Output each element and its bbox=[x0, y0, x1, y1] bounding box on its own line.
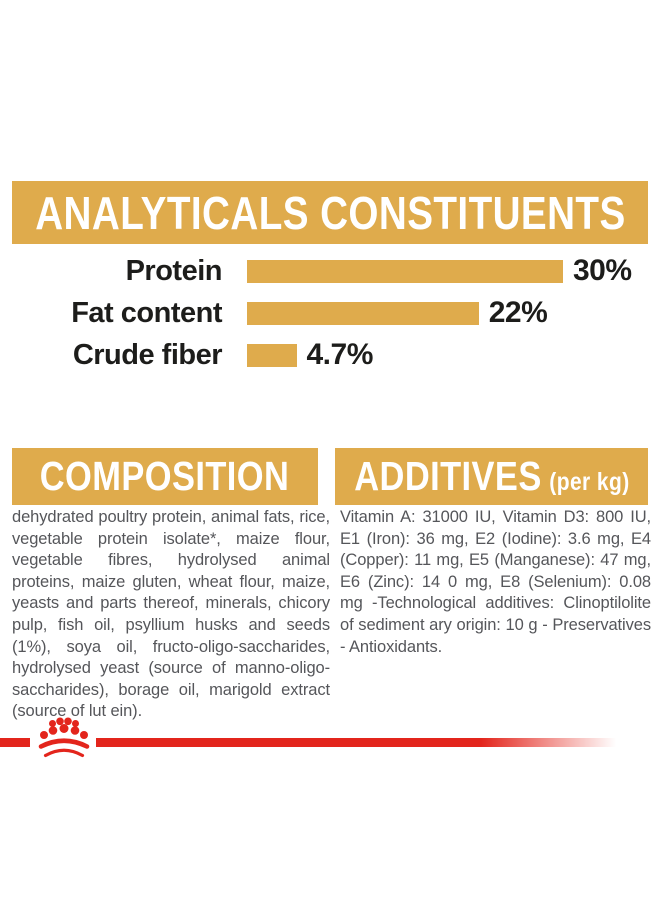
chart-bar bbox=[247, 301, 479, 325]
additives-unit: (per kg) bbox=[548, 468, 630, 496]
composition-title: COMPOSITION bbox=[40, 453, 290, 499]
brand-stripe-left bbox=[0, 738, 30, 747]
chart-row: Protein 30% bbox=[0, 250, 660, 292]
additives-body-text: Vitamin A: 31000 IU, Vitamin D3: 800 IU,… bbox=[340, 508, 651, 656]
chart-value-label: 4.7% bbox=[306, 338, 374, 371]
chart-category-label: Protein bbox=[125, 254, 223, 287]
composition-body-text: dehydrated poultry protein, animal fats,… bbox=[12, 508, 330, 721]
chart-category-label: Fat content bbox=[71, 296, 222, 329]
additives-title-group: ADDITIVES (per kg) bbox=[354, 453, 629, 500]
royal-canin-crown-logo bbox=[38, 717, 90, 758]
additives-title: ADDITIVES bbox=[353, 453, 542, 499]
brand-stripe-right bbox=[96, 738, 616, 747]
chart-value-label: 30% bbox=[573, 254, 632, 287]
chart-category-label: Crude fiber bbox=[72, 338, 223, 371]
chart-row: Fat content 22% bbox=[0, 292, 660, 334]
chart-row: Crude fiber 4.7% bbox=[0, 334, 660, 376]
analyticals-header-bar: ANALYTICALS CONSTITUENTS bbox=[12, 181, 648, 244]
additives-header-bar: ADDITIVES (per kg) bbox=[335, 448, 648, 505]
analyticals-chart: Protein 30% Fat content 22% Crude fiber 4.7% bbox=[0, 250, 660, 376]
chart-value-label: 22% bbox=[488, 296, 548, 329]
analyticals-title: ANALYTICALS CONSTITUENTS bbox=[34, 186, 626, 239]
chart-bar bbox=[247, 259, 563, 283]
chart-bar bbox=[247, 343, 297, 367]
composition-header-bar: COMPOSITION bbox=[12, 448, 318, 505]
